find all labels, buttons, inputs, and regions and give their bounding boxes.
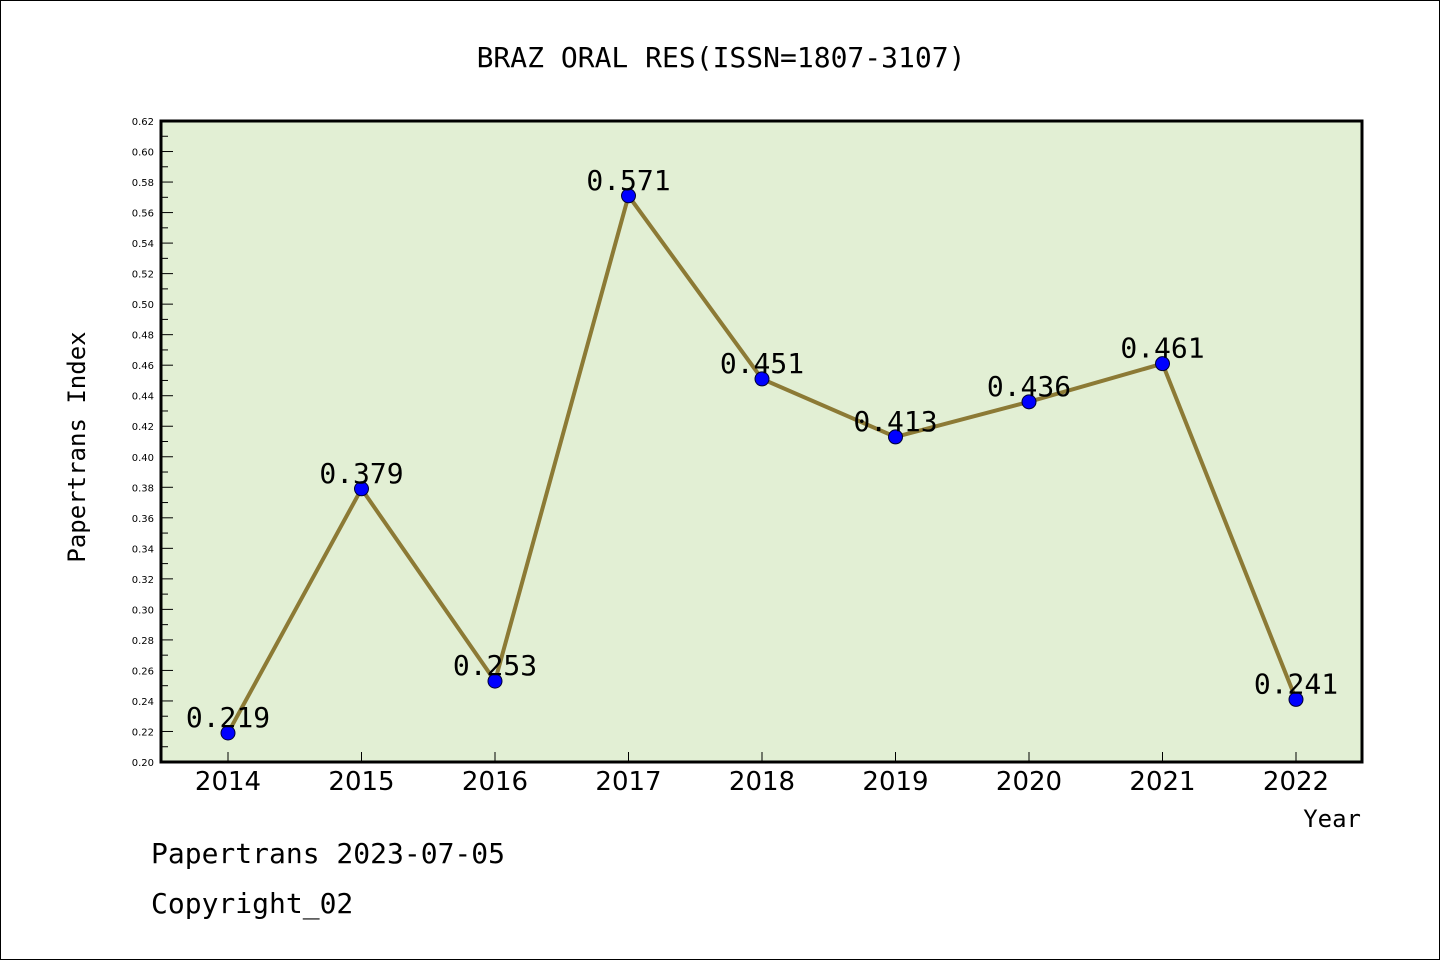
data-label: 0.571 [586, 164, 670, 197]
y-tick-label: 0.30 [132, 605, 154, 616]
data-point [487, 673, 503, 689]
data-label: 0.461 [1120, 332, 1204, 365]
y-tick-label: 0.62 [132, 117, 154, 128]
y-tick-label: 0.32 [132, 575, 154, 586]
data-point [888, 429, 903, 445]
data-label: 0.413 [853, 405, 937, 438]
x-axis: 2014 2015 2016 2017 2018 2019 2020 2021 2022 [195, 752, 1329, 797]
footer-copyright: Copyright_02 [151, 887, 354, 920]
x-axis-title: Year [1303, 805, 1361, 833]
x-tick-label: 2022 [1263, 767, 1329, 797]
data-point [754, 371, 770, 387]
data-label: 0.451 [720, 347, 804, 380]
x-tick-label: 2021 [1129, 767, 1195, 797]
y-tick-label: 0.22 [132, 727, 154, 738]
data-point [354, 481, 369, 497]
x-tick-label: 2019 [862, 767, 928, 797]
y-tick-label: 0.52 [132, 270, 154, 281]
data-label: 0.219 [186, 701, 270, 734]
data-label: 0.241 [1254, 667, 1338, 700]
y-tick-label: 0.36 [132, 514, 154, 525]
x-tick-label: 2015 [328, 767, 394, 797]
y-tick-label: 0.56 [132, 209, 154, 220]
y-tick-label: 0.26 [132, 666, 154, 677]
y-tick-label: 0.54 [132, 239, 154, 250]
data-markers [220, 188, 1304, 741]
y-tick-label: 0.42 [132, 422, 154, 433]
y-axis: 0.20 0.22 0.24 0.26 0.28 0.30 0.32 0.34 0.36 0.38… [132, 117, 173, 769]
y-tick-label: 0.20 [132, 758, 154, 769]
plot-area [159, 119, 1364, 764]
x-tick-label: 2016 [462, 767, 528, 797]
x-tick-label: 2014 [195, 767, 261, 797]
chart-title: BRAZ ORAL RES(ISSN=1807-3107) [477, 41, 966, 74]
y-tick-label: 0.50 [132, 300, 154, 311]
x-tick-label: 2017 [595, 767, 661, 797]
data-labels: 0.219 0.379 0.253 0.571 0.451 0.413 0.436 0.461… [186, 164, 1338, 734]
y-axis-title: Papertrans Index [63, 331, 91, 562]
y-tick-label: 0.44 [132, 392, 154, 403]
y-tick-label: 0.48 [132, 331, 154, 342]
data-point [1155, 356, 1170, 372]
y-tick-label: 0.28 [132, 636, 154, 647]
y-tick-label: 0.46 [132, 361, 154, 372]
y-tick-label: 0.58 [132, 178, 154, 189]
x-tick-label: 2020 [996, 767, 1062, 797]
x-tick-label: 2018 [729, 767, 795, 797]
y-tick-label: 0.60 [132, 148, 154, 159]
data-point [621, 188, 636, 204]
data-label: 0.436 [987, 370, 1071, 403]
y-tick-label: 0.38 [132, 483, 154, 494]
y-tick-label: 0.24 [132, 697, 154, 708]
data-point [1021, 394, 1037, 410]
data-label: 0.379 [319, 457, 403, 490]
data-point [220, 725, 236, 741]
data-point [1288, 691, 1304, 707]
footer-date: Papertrans 2023-07-05 [151, 837, 506, 870]
data-label: 0.253 [453, 649, 537, 682]
y-tick-label: 0.40 [132, 453, 154, 464]
y-tick-label: 0.34 [132, 544, 154, 555]
